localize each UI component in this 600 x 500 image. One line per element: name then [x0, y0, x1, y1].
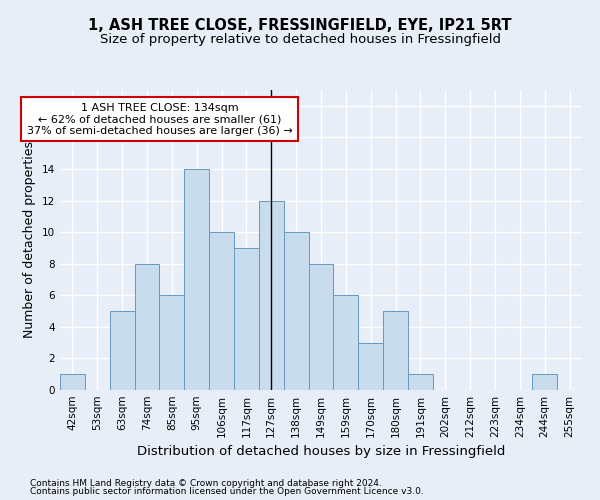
Text: Contains HM Land Registry data © Crown copyright and database right 2024.: Contains HM Land Registry data © Crown c…: [30, 478, 382, 488]
Bar: [184, 169, 209, 390]
Bar: [60, 374, 85, 390]
Bar: [334, 296, 358, 390]
Text: 1 ASH TREE CLOSE: 134sqm
← 62% of detached houses are smaller (61)
37% of semi-d: 1 ASH TREE CLOSE: 134sqm ← 62% of detach…: [26, 102, 292, 136]
Bar: [284, 232, 308, 390]
Bar: [383, 311, 408, 390]
Text: 1, ASH TREE CLOSE, FRESSINGFIELD, EYE, IP21 5RT: 1, ASH TREE CLOSE, FRESSINGFIELD, EYE, I…: [88, 18, 512, 32]
Y-axis label: Number of detached properties: Number of detached properties: [23, 142, 37, 338]
Text: Size of property relative to detached houses in Fressingfield: Size of property relative to detached ho…: [100, 32, 500, 46]
Bar: [110, 311, 134, 390]
Bar: [259, 200, 284, 390]
Bar: [532, 374, 557, 390]
Bar: [358, 342, 383, 390]
Bar: [209, 232, 234, 390]
Bar: [408, 374, 433, 390]
Bar: [134, 264, 160, 390]
Bar: [234, 248, 259, 390]
Bar: [160, 296, 184, 390]
Text: Contains public sector information licensed under the Open Government Licence v3: Contains public sector information licen…: [30, 487, 424, 496]
X-axis label: Distribution of detached houses by size in Fressingfield: Distribution of detached houses by size …: [137, 446, 505, 458]
Bar: [308, 264, 334, 390]
